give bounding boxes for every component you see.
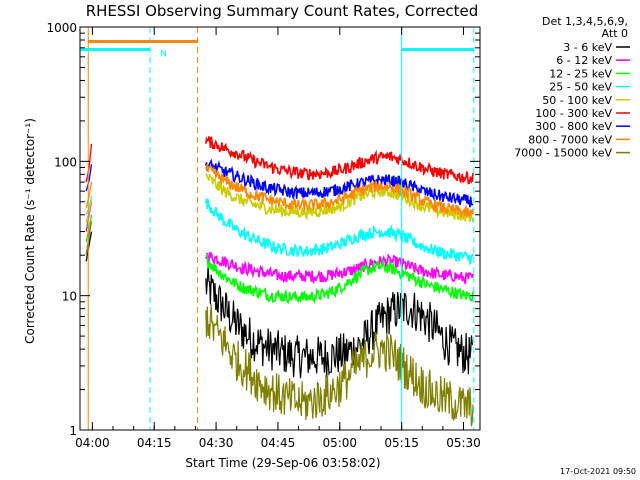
series-12-25-kev (85, 214, 474, 305)
y-tick-label: 10 (62, 290, 77, 304)
y-axis-label: Corrected Count Rate (s⁻¹ detector⁻¹) (23, 118, 37, 344)
flag-bar-label: N (160, 49, 167, 59)
legend-label-300-800-kev: 300 - 800 keV (535, 120, 612, 133)
series-line-early (85, 143, 93, 183)
series-line-early (85, 196, 93, 216)
series-line (205, 158, 474, 208)
legend-label-50-100-kev: 50 - 100 keV (542, 94, 612, 107)
series-line (205, 252, 474, 285)
series-line (205, 253, 474, 305)
y-tick-label: 1 (69, 424, 77, 438)
series-line-early (85, 199, 93, 223)
plot-area: N (80, 27, 475, 430)
series-7000-15000-kev (85, 220, 474, 427)
legend-label-12-25-kev: 12 - 25 keV (549, 67, 612, 80)
legend-label-6-12-kev: 6 - 12 keV (556, 54, 612, 67)
series-line-early (85, 231, 93, 262)
legend-label-100-300-kev: 100 - 300 keV (535, 107, 612, 120)
series-25-50-kev (85, 196, 474, 267)
legend-label-7000-15000-kev: 7000 - 15000 keV (514, 147, 612, 160)
series-50-100-kev (85, 173, 474, 223)
legend-label-800-7000-kev: 800 - 7000 keV (528, 133, 612, 146)
chart-title: RHESSI Observing Summary Count Rates, Co… (86, 2, 479, 20)
legend-label-3-6-kev: 3 - 6 keV (563, 41, 612, 54)
plot-frame (79, 26, 481, 431)
y-tick-label: 1000 (46, 21, 77, 35)
timestamp-label: 17-Oct-2021 09:50 (560, 467, 636, 476)
series-line (205, 173, 474, 223)
legend-header: Att 0 (602, 27, 628, 40)
y-tick-label: 100 (54, 155, 77, 169)
x-tick-label: 05:15 (384, 436, 419, 450)
legend-label-25-50-kev: 25 - 50 keV (549, 81, 612, 94)
x-tick-label: 04:45 (261, 436, 296, 450)
x-tick-label: 04:15 (137, 436, 172, 450)
series-300-800-kev (85, 158, 474, 208)
series-line-early (85, 220, 93, 256)
x-tick-label: 05:00 (322, 436, 357, 450)
series-line (205, 163, 474, 218)
x-tick-label: 04:00 (75, 436, 110, 450)
series-line-early (85, 164, 93, 192)
series-line (205, 135, 474, 185)
series-line (205, 266, 474, 379)
series-line (205, 198, 474, 267)
axes: 04:00 04:15 04:30 04:45 05:00 05:15 05:30 1 10 10… (46, 21, 480, 450)
series-100-300-kev (85, 135, 474, 185)
series-line-early (85, 214, 93, 243)
series-3-6-kev (85, 231, 474, 379)
x-tick-label: 04:30 (199, 436, 234, 450)
series-line-early (85, 181, 93, 209)
x-tick-label: 05:30 (446, 436, 481, 450)
series-800-7000-kev (85, 163, 474, 218)
legend-header: Det 1,3,4,5,6,9, (542, 15, 628, 28)
series-line (205, 304, 474, 427)
x-axis-label: Start Time (29-Sep-06 03:58:02) (185, 456, 380, 470)
